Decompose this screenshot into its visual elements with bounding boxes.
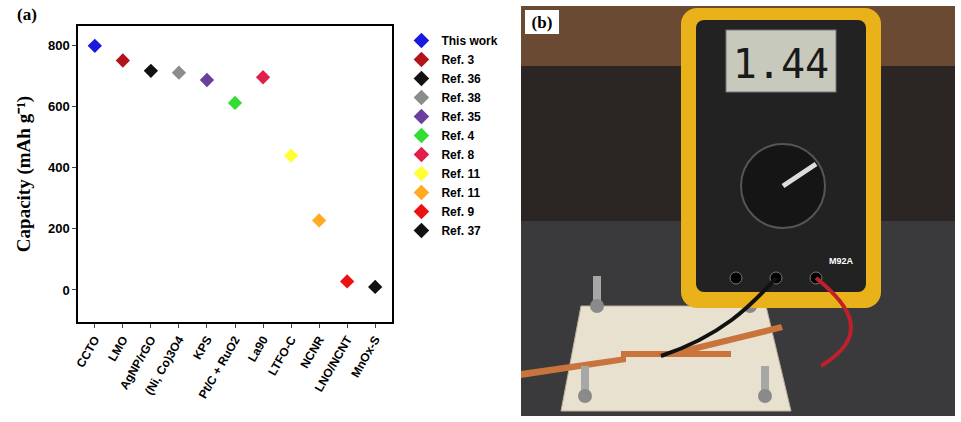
svg-text:Ref. 35: Ref. 35 <box>441 110 481 124</box>
svg-text:AgNP/rGO: AgNP/rGO <box>117 334 159 392</box>
svg-text:M92A: M92A <box>829 256 854 266</box>
svg-text:Capacity (mAh g⁻¹): Capacity (mAh g⁻¹) <box>13 96 35 252</box>
svg-text:Ref. 9: Ref. 9 <box>441 205 474 219</box>
svg-text:Ref. 4: Ref. 4 <box>441 129 474 143</box>
svg-text:200: 200 <box>48 221 70 236</box>
svg-text:(b): (b) <box>532 13 553 32</box>
svg-text:Pt/C + RuO2: Pt/C + RuO2 <box>196 333 243 401</box>
svg-text:CCTO: CCTO <box>74 334 103 370</box>
svg-text:This work: This work <box>441 34 497 48</box>
svg-text:LNO/NCNT: LNO/NCNT <box>312 333 355 394</box>
svg-text:Ref. 11: Ref. 11 <box>441 186 480 200</box>
svg-text:Ref. 8: Ref. 8 <box>441 148 474 162</box>
svg-text:0: 0 <box>62 283 69 298</box>
svg-text:400: 400 <box>48 160 70 175</box>
svg-text:Ref. 3: Ref. 3 <box>441 53 474 67</box>
svg-text:600: 600 <box>48 99 70 114</box>
svg-text:KPS: KPS <box>190 334 214 362</box>
svg-text:(Ni, Co)3O4: (Ni, Co)3O4 <box>142 333 187 397</box>
svg-text:Ref. 37: Ref. 37 <box>441 224 481 238</box>
svg-text:1.44: 1.44 <box>733 41 829 87</box>
svg-text:La90: La90 <box>245 333 271 364</box>
svg-text:MnOx-S: MnOx-S <box>348 334 383 380</box>
svg-text:Ref. 36: Ref. 36 <box>441 72 481 86</box>
svg-text:Ref. 11: Ref. 11 <box>441 167 480 181</box>
svg-text:800: 800 <box>48 38 70 53</box>
svg-text:LTFO-C: LTFO-C <box>265 333 299 378</box>
svg-text:NCNR: NCNR <box>297 333 327 370</box>
svg-text:(a): (a) <box>17 5 37 24</box>
svg-text:Ref. 38: Ref. 38 <box>441 91 481 105</box>
svg-text:LMO: LMO <box>105 334 130 364</box>
